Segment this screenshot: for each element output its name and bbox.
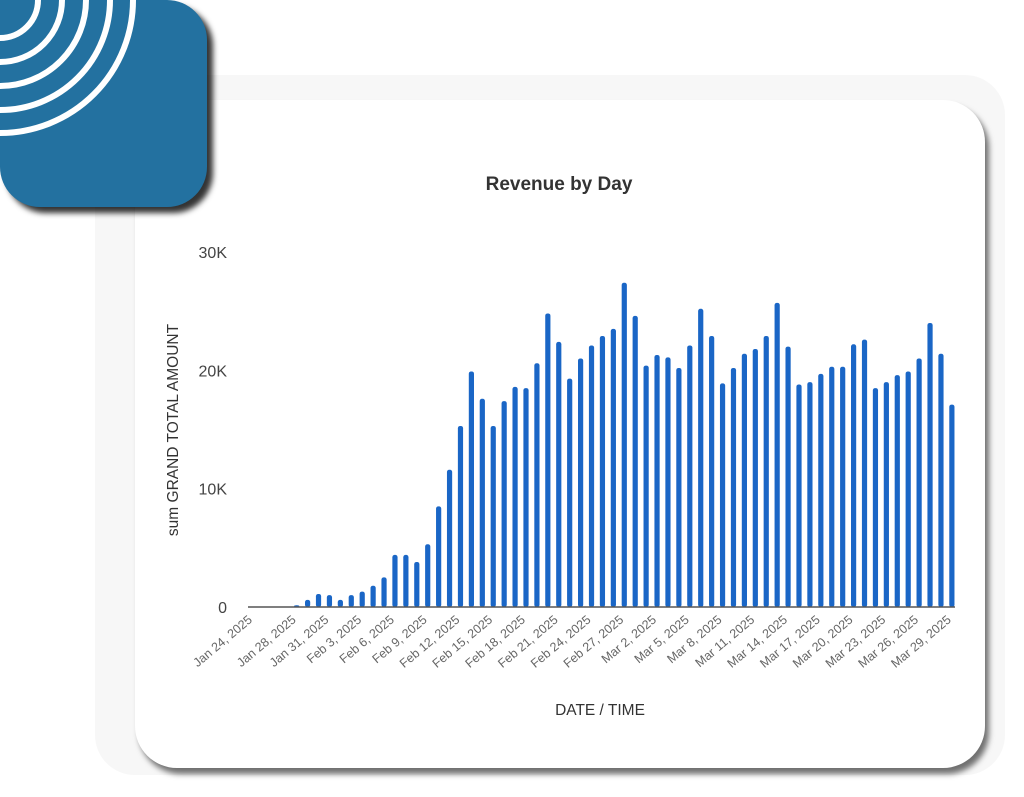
- app-logo-tile: [0, 0, 207, 207]
- bar: [381, 577, 387, 607]
- bar: [938, 353, 944, 607]
- bar: [523, 388, 529, 607]
- bar: [446, 469, 453, 607]
- bar: [414, 562, 420, 607]
- chart-title: Revenue by Day: [486, 174, 633, 195]
- bar: [829, 366, 835, 607]
- bar: [730, 367, 737, 607]
- bar: [665, 357, 671, 607]
- bar: [741, 353, 747, 607]
- bar: [567, 378, 573, 607]
- bar: [676, 367, 682, 607]
- bar: [545, 313, 551, 607]
- bar: [632, 315, 638, 607]
- bar: [512, 386, 518, 607]
- bar: [894, 375, 900, 607]
- bar: [479, 398, 485, 607]
- bar: [687, 345, 693, 607]
- bar: [719, 383, 726, 607]
- bar: [763, 336, 769, 607]
- bar: [348, 595, 354, 607]
- bar: [468, 371, 474, 607]
- bar: [315, 593, 322, 607]
- bar: [883, 382, 889, 607]
- bar: [337, 599, 343, 607]
- bar: [392, 554, 398, 607]
- bar: [916, 358, 922, 607]
- bar: [927, 323, 933, 607]
- y-tick-label: 0: [218, 600, 227, 617]
- y-axis-label: sum GRAND TOTAL AMOUNT: [165, 323, 182, 536]
- bar: [359, 591, 365, 607]
- bar: [425, 544, 431, 607]
- bar: [588, 345, 595, 607]
- bar: [610, 328, 616, 607]
- bar: [905, 371, 911, 607]
- bar: [949, 404, 955, 607]
- bar: [621, 282, 627, 607]
- bar: [709, 336, 715, 607]
- bar: [556, 341, 562, 607]
- bar: [785, 346, 791, 607]
- bar: [698, 308, 704, 607]
- bar: [752, 349, 758, 607]
- bar: [851, 344, 857, 607]
- bar: [305, 599, 311, 607]
- bar: [774, 302, 780, 607]
- bar: [643, 365, 649, 607]
- bar: [796, 384, 802, 607]
- bar: [326, 595, 333, 607]
- bar: [534, 363, 540, 607]
- bar: [840, 366, 846, 607]
- bar: [654, 354, 660, 607]
- y-tick-label: 10K: [199, 482, 228, 499]
- y-tick-label: 30K: [199, 245, 228, 262]
- bar: [403, 554, 409, 607]
- bar: [457, 425, 464, 607]
- bar: [807, 382, 813, 607]
- bar: [872, 388, 879, 607]
- x-axis-label: DATE / TIME: [555, 702, 645, 719]
- bar: [578, 358, 584, 607]
- bar: [501, 401, 507, 607]
- bar: [370, 585, 376, 607]
- bar: [490, 425, 496, 607]
- bar: [599, 336, 606, 607]
- bar: [861, 339, 868, 607]
- bar: [436, 506, 442, 607]
- bar: [818, 373, 824, 607]
- y-tick-label: 20K: [199, 363, 228, 380]
